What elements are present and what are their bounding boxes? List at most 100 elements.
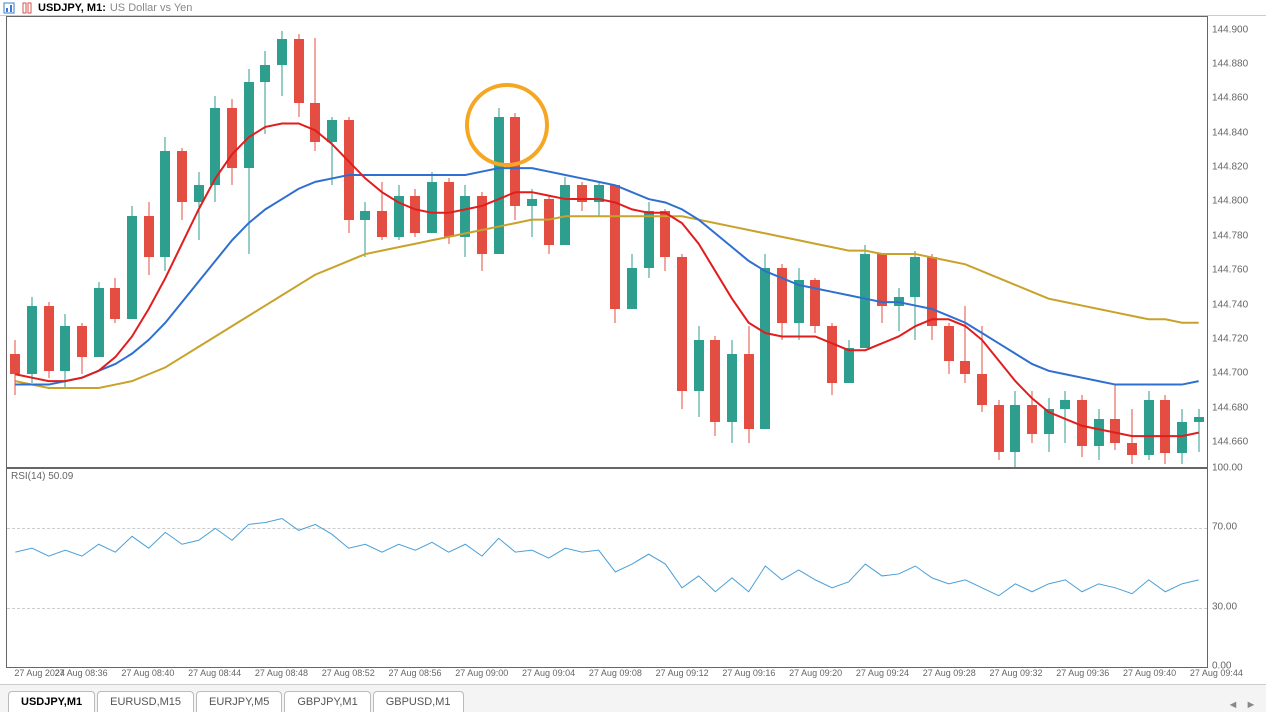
price-ytick: 144.680 bbox=[1212, 402, 1248, 413]
candle bbox=[677, 17, 687, 467]
candle bbox=[644, 17, 654, 467]
time-xtick: 27 Aug 09:00 bbox=[455, 668, 508, 678]
candle bbox=[494, 17, 504, 467]
candle bbox=[227, 17, 237, 467]
chart-tab[interactable]: GBPUSD,M1 bbox=[373, 691, 464, 712]
candle bbox=[177, 17, 187, 467]
candle bbox=[77, 17, 87, 467]
candle bbox=[477, 17, 487, 467]
candle bbox=[844, 17, 854, 467]
rsi-ytick: 30.00 bbox=[1212, 601, 1237, 612]
chart-icon-1 bbox=[2, 1, 16, 15]
rsi-gridline bbox=[7, 608, 1207, 609]
candle bbox=[27, 17, 37, 467]
time-xtick: 27 Aug 09:04 bbox=[522, 668, 575, 678]
price-chart-area[interactable]: 144.900144.880144.860144.840144.820144.8… bbox=[0, 16, 1266, 468]
candle bbox=[394, 17, 404, 467]
candle bbox=[1060, 17, 1070, 467]
price-chart-canvas[interactable] bbox=[6, 16, 1208, 468]
price-ytick: 144.840 bbox=[1212, 127, 1248, 138]
chart-tab[interactable]: USDJPY,M1 bbox=[8, 691, 95, 712]
candle bbox=[327, 17, 337, 467]
candle bbox=[10, 17, 20, 467]
candle bbox=[60, 17, 70, 467]
time-xtick: 27 Aug 09:28 bbox=[923, 668, 976, 678]
candle bbox=[444, 17, 454, 467]
rsi-yaxis: 100.0070.0030.000.00 bbox=[1208, 468, 1266, 668]
price-ytick: 144.720 bbox=[1212, 333, 1248, 344]
candle bbox=[427, 17, 437, 467]
price-ytick: 144.880 bbox=[1212, 59, 1248, 70]
candle bbox=[927, 17, 937, 467]
candle bbox=[544, 17, 554, 467]
price-ytick: 144.660 bbox=[1212, 436, 1248, 447]
candle bbox=[144, 17, 154, 467]
time-xtick: 27 Aug 09:24 bbox=[856, 668, 909, 678]
time-xtick: 27 Aug 08:36 bbox=[55, 668, 108, 678]
candle bbox=[577, 17, 587, 467]
chart-tab[interactable]: EURUSD,M15 bbox=[97, 691, 194, 712]
candle bbox=[744, 17, 754, 467]
time-xtick: 27 Aug 09:16 bbox=[722, 668, 775, 678]
candle bbox=[44, 17, 54, 467]
time-xtick: 27 Aug 09:32 bbox=[989, 668, 1042, 678]
candle bbox=[910, 17, 920, 467]
candle bbox=[944, 17, 954, 467]
candle bbox=[627, 17, 637, 467]
chart-title-symbol: USDJPY, M1: bbox=[38, 2, 106, 14]
candle bbox=[710, 17, 720, 467]
rsi-chart-area[interactable]: RSI(14) 50.09 100.0070.0030.000.00 bbox=[0, 468, 1266, 668]
chart-tab[interactable]: EURJPY,M5 bbox=[196, 691, 282, 712]
candle bbox=[560, 17, 570, 467]
price-ytick: 144.900 bbox=[1212, 24, 1248, 35]
price-ytick: 144.740 bbox=[1212, 299, 1248, 310]
time-xtick: 27 Aug 09:12 bbox=[656, 668, 709, 678]
time-xtick: 27 Aug 08:44 bbox=[188, 668, 241, 678]
time-xtick: 27 Aug 09:40 bbox=[1123, 668, 1176, 678]
chart-tab[interactable]: GBPJPY,M1 bbox=[284, 691, 370, 712]
time-xtick: 27 Aug 09:36 bbox=[1056, 668, 1109, 678]
candle bbox=[977, 17, 987, 467]
candle bbox=[344, 17, 354, 467]
time-xtick: 27 Aug 09:08 bbox=[589, 668, 642, 678]
time-xtick: 27 Aug 08:40 bbox=[121, 668, 174, 678]
candle bbox=[794, 17, 804, 467]
candle bbox=[827, 17, 837, 467]
price-ytick: 144.700 bbox=[1212, 368, 1248, 379]
candle bbox=[877, 17, 887, 467]
candle bbox=[610, 17, 620, 467]
candle bbox=[1144, 17, 1154, 467]
candle bbox=[727, 17, 737, 467]
candle bbox=[377, 17, 387, 467]
candle bbox=[1160, 17, 1170, 467]
time-xaxis: 27 Aug 202427 Aug 08:3627 Aug 08:4027 Au… bbox=[6, 668, 1208, 682]
candle bbox=[777, 17, 787, 467]
candle bbox=[1127, 17, 1137, 467]
candle bbox=[310, 17, 320, 467]
candle bbox=[94, 17, 104, 467]
price-ytick: 144.760 bbox=[1212, 265, 1248, 276]
candle bbox=[277, 17, 287, 467]
candle bbox=[960, 17, 970, 467]
time-xtick: 27 Aug 09:44 bbox=[1190, 668, 1243, 678]
candle bbox=[527, 17, 537, 467]
candle bbox=[410, 17, 420, 467]
candle bbox=[1044, 17, 1054, 467]
candle bbox=[110, 17, 120, 467]
candle bbox=[260, 17, 270, 467]
candle bbox=[694, 17, 704, 467]
price-ytick: 144.780 bbox=[1212, 230, 1248, 241]
chart-header: USDJPY, M1: US Dollar vs Yen bbox=[0, 0, 1266, 16]
tab-prev-icon[interactable]: ◄ bbox=[1226, 698, 1240, 712]
tab-next-icon[interactable]: ► bbox=[1244, 698, 1258, 712]
candle bbox=[210, 17, 220, 467]
rsi-chart-canvas[interactable]: RSI(14) 50.09 bbox=[6, 468, 1208, 668]
candle bbox=[660, 17, 670, 467]
time-xtick: 27 Aug 08:56 bbox=[388, 668, 441, 678]
chart-title-desc: US Dollar vs Yen bbox=[110, 2, 193, 14]
rsi-ytick: 70.00 bbox=[1212, 522, 1237, 533]
chart-icon-2 bbox=[20, 1, 34, 15]
candle bbox=[160, 17, 170, 467]
price-ytick: 144.800 bbox=[1212, 196, 1248, 207]
candle bbox=[994, 17, 1004, 467]
